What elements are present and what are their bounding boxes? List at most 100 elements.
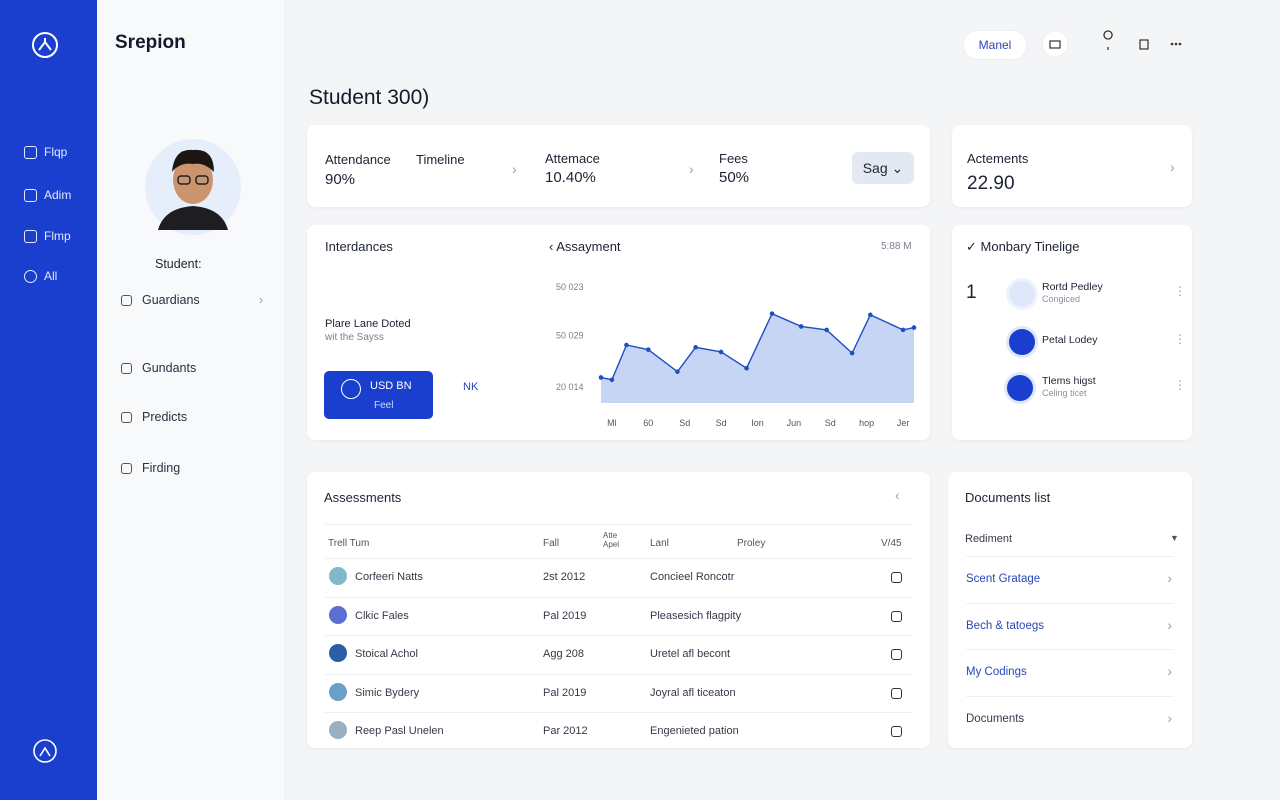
- chevron: ›: [259, 293, 264, 307]
- button-sub: Feel: [374, 400, 394, 411]
- chevron: ›: [1167, 709, 1172, 726]
- document-name: Bech & tatoegs: [966, 619, 1044, 632]
- x-tick-label: Sd: [825, 418, 836, 428]
- assessments-card: Assessments ‹ Trell Tum Fall Atte Apel Lanl…: [307, 472, 930, 748]
- document-name: My Codings: [966, 666, 1027, 678]
- bottom-icon[interactable]: [32, 738, 60, 766]
- point: [824, 327, 829, 333]
- stat-value: 50%: [719, 169, 750, 186]
- chart-title: ‹ Assayment: [549, 239, 621, 254]
- chevron: ›: [1167, 616, 1172, 633]
- table-row[interactable]: Reep Pasl Unelen Par 2012 Engenieted patio…: [325, 712, 912, 751]
- column-header: Atte Apel: [603, 531, 620, 549]
- chart-title-text: Assayment: [556, 239, 621, 254]
- more[interactable]: ⋮: [1174, 378, 1186, 392]
- button-title: USD BN: [370, 380, 412, 392]
- stats-card: Attendance 90% Timeline › Attemace 10.40…: [307, 125, 930, 207]
- filter[interactable]: Rediment: [965, 533, 1013, 545]
- nav-label: All: [44, 269, 58, 283]
- more[interactable]: ⋮: [1174, 332, 1186, 346]
- document-item[interactable]: Bech & tatoegs ›: [966, 602, 1174, 650]
- column-header: V/45: [881, 538, 902, 549]
- point: [744, 365, 749, 371]
- profile-panel: Srepion Student: Guardians › Gundants Predi…: [97, 0, 286, 800]
- y-tick-label: 20 014: [556, 382, 584, 392]
- chevron[interactable]: ›: [512, 161, 517, 177]
- area: [601, 313, 914, 403]
- timeline-sub: Congiced: [1042, 294, 1081, 304]
- card-title: Documents list: [965, 490, 1051, 505]
- row-action[interactable]: [891, 610, 902, 622]
- nav-item[interactable]: Flmp: [24, 229, 71, 243]
- text: Plare Lane Doted: [325, 318, 411, 330]
- row-action[interactable]: [891, 726, 902, 737]
- row-action[interactable]: [891, 572, 902, 583]
- y-tick-label: 50 023: [556, 282, 584, 292]
- table-row[interactable]: Corfeeri Natts 2st 2012 Concieel Roncotr: [325, 558, 912, 597]
- dropdown[interactable]: Sag ⌄: [852, 152, 914, 184]
- chevron[interactable]: ‹: [895, 487, 900, 503]
- point: [609, 377, 615, 383]
- primary-button[interactable]: USD BN Feel: [324, 371, 433, 419]
- point: [849, 350, 855, 356]
- table-row[interactable]: Simic Bydery Pal 2019 Joyral afl ticeaton: [325, 673, 912, 713]
- table-row[interactable]: Stoical Achol Agg 208 Uretel afl becont: [325, 635, 912, 674]
- stat-value: 90%: [325, 171, 356, 188]
- stat-label: Attemace: [545, 151, 600, 166]
- x-tick-label: Sd: [716, 418, 727, 428]
- row-action[interactable]: [891, 649, 902, 660]
- more[interactable]: ⋮: [1174, 284, 1186, 298]
- document-item[interactable]: Scent Gratage ›: [966, 556, 1174, 603]
- nav-item[interactable]: Adim: [24, 188, 71, 202]
- point: [769, 311, 775, 316]
- stat-label: Fees: [719, 151, 748, 166]
- nav-item[interactable]: Flqp: [24, 145, 67, 159]
- document-name: Documents: [966, 712, 1025, 725]
- nav-item[interactable]: All: [24, 269, 57, 283]
- cell: Pal 2019: [543, 686, 587, 699]
- chevron[interactable]: ›: [1170, 159, 1175, 175]
- timeline-icon: [1006, 326, 1038, 358]
- card-title: Interdances: [325, 239, 393, 254]
- point: [900, 327, 906, 333]
- x-tick-label: Jun: [787, 418, 802, 428]
- menu-icon: [121, 294, 132, 306]
- cell: Stoical Achol: [355, 648, 418, 660]
- menu-label: Guardians: [142, 293, 200, 307]
- student-name[interactable]: Student:: [155, 257, 202, 271]
- achievements-card: Actements 22.90 ›: [952, 125, 1192, 207]
- table-row[interactable]: Clkic Fales Pal 2019 Pleasesich flagpity: [325, 596, 912, 636]
- nav-label: Flqp: [44, 145, 68, 159]
- documents-card: Documents list Rediment ▼ Scent Gratage ›…: [948, 472, 1192, 748]
- card-title: ✓ Monbary Tinelige: [966, 239, 1080, 254]
- timeline-title: Tlems higst: [1042, 375, 1096, 387]
- cell: Joyral afl ticeaton: [650, 686, 736, 699]
- menu-item[interactable]: Firding: [121, 461, 180, 475]
- document-item[interactable]: Documents ›: [966, 695, 1174, 743]
- menu-label: Predicts: [142, 410, 188, 424]
- side-label[interactable]: NK: [463, 381, 479, 393]
- header-button[interactable]: Manel: [963, 30, 1027, 60]
- column-header: Fall: [543, 538, 560, 549]
- cell: Engenieted pation: [650, 725, 739, 737]
- timeline-card: ✓ Monbary Tinelige 1 Rortd Pedley Congice…: [952, 225, 1192, 440]
- avatar: [329, 605, 347, 624]
- x-tick-label: Ml: [607, 418, 617, 428]
- avatar: [329, 567, 347, 585]
- menu-item[interactable]: Predicts: [121, 410, 187, 424]
- chart-annotation: 5:88 M: [881, 241, 912, 252]
- chevron[interactable]: ›: [689, 161, 694, 177]
- row-action[interactable]: [891, 687, 902, 699]
- cell: Par 2012: [543, 725, 588, 737]
- point: [868, 312, 873, 318]
- document-item[interactable]: My Codings ›: [966, 649, 1174, 696]
- cell: Pal 2019: [543, 609, 587, 622]
- overview-card: Interdances Plare Lane Doted wit the Say…: [307, 225, 930, 440]
- menu-item[interactable]: Gundants: [121, 361, 196, 375]
- menu-item[interactable]: Guardians ›: [121, 293, 263, 307]
- nav-icon: [24, 269, 37, 283]
- chevron: ›: [1167, 570, 1172, 586]
- avatar: [145, 139, 241, 235]
- timeline-icon: [1006, 278, 1038, 310]
- point: [624, 342, 629, 348]
